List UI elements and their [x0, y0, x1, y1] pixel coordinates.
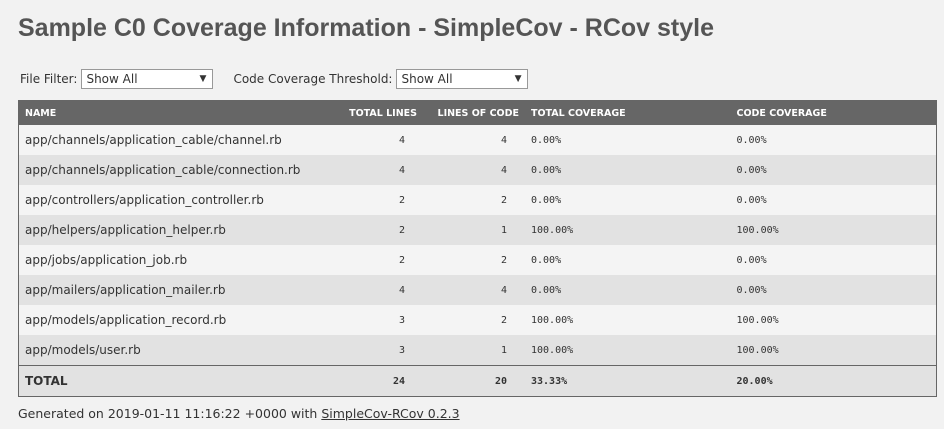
total-lines: 2 [321, 185, 423, 215]
lines-of-code: 4 [423, 275, 525, 305]
coverage-bar-cell [808, 215, 937, 245]
threshold-filter[interactable]: Show All ▼ [396, 69, 529, 89]
column-header: TOTAL LINES [321, 100, 423, 125]
total-lines: 4 [321, 155, 423, 185]
table-row: app/mailers/application_mailer.rb 4 4 0.00%… [18, 275, 937, 305]
coverage-percent: 0.00% [525, 125, 603, 155]
arrow: ▼ [514, 74, 522, 84]
table-row: app/helpers/application_helper.rb 2 1 100.0… [18, 215, 937, 245]
coverage-bar-cell [603, 365, 731, 397]
lines-of-code: 20 [423, 365, 525, 397]
lines-of-code: 2 [423, 245, 525, 275]
coverage-percent: 0.00% [730, 275, 809, 305]
coverage-percent: 100.00% [730, 335, 809, 366]
column-header: LINES OF CODE [423, 100, 525, 125]
coverage-percent: 0.00% [525, 185, 603, 215]
file-filter[interactable]: Show All ▼ [81, 69, 214, 89]
coverage-table: NAME TOTAL LINES LINES OF CODE TOTAL COVERA… [18, 100, 937, 397]
coverage-bar-cell [603, 275, 731, 305]
filters: File Filter: Show All ▼ Code Coverage Thr… [20, 69, 548, 89]
table-body: app/channels/application_cable/channel.r… [18, 125, 937, 397]
file-name: app/helpers/application_helper.rb [18, 215, 321, 245]
file-name: app/jobs/application_job.rb [18, 245, 321, 275]
table-row: app/channels/application_cable/channel.r… [18, 125, 937, 155]
arrow: ▼ [199, 74, 207, 84]
table-row: app/channels/application_cable/connectio… [18, 155, 937, 185]
column-header: TOTAL COVERAGE [525, 100, 731, 125]
column-header: NAME [18, 100, 321, 125]
coverage-bar-cell [808, 365, 937, 397]
column-header: CODE COVERAGE [730, 100, 937, 125]
coverage-bar-cell [603, 125, 731, 155]
coverage-bar-cell [808, 185, 937, 215]
lines-of-code: 2 [423, 305, 525, 335]
lines-of-code: 1 [423, 215, 525, 245]
footer-text: Generated on 2019-01-11 11:16:22 +0000 w… [18, 406, 318, 421]
coverage-percent: 0.00% [525, 155, 603, 185]
coverage-bar-cell [808, 275, 937, 305]
coverage-percent: 0.00% [730, 155, 809, 185]
coverage-bar-cell [808, 335, 937, 366]
file-name: app/mailers/application_mailer.rb [18, 275, 321, 305]
file-name: app/channels/application_cable/channel.r… [18, 125, 321, 155]
footer-link[interactable]: SimpleCov-RCov 0.2.3 [321, 406, 460, 421]
total-lines: 4 [321, 275, 423, 305]
coverage-bar-cell [808, 155, 937, 185]
coverage-percent: 33.33% [525, 365, 603, 397]
table-row: TOTAL 24 20 33.33% 20.00% [18, 365, 937, 397]
coverage-percent: 100.00% [525, 335, 603, 366]
coverage-percent: 100.00% [730, 215, 809, 245]
file-name: app/controllers/application_controller.r… [18, 185, 321, 215]
file-name: app/models/user.rb [18, 335, 321, 366]
total-lines: 2 [321, 215, 423, 245]
filter-label: File Filter: [20, 72, 78, 86]
lines-of-code: 1 [423, 335, 525, 366]
total-lines: 24 [321, 365, 423, 397]
coverage-percent: 20.00% [730, 365, 809, 397]
coverage-bar-cell [603, 245, 731, 275]
coverage-bar-cell [603, 185, 731, 215]
coverage-percent: 0.00% [730, 185, 809, 215]
coverage-percent: 100.00% [525, 305, 603, 335]
coverage-bar-cell [603, 215, 731, 245]
coverage-percent: 0.00% [730, 245, 809, 275]
total-lines: 4 [321, 125, 423, 155]
coverage-bar-cell [808, 245, 937, 275]
file-name: TOTAL [18, 365, 321, 397]
filter-label: Code Coverage Threshold: [233, 72, 393, 86]
coverage-bar-cell [808, 125, 937, 155]
file-name: app/models/application_record.rb [18, 305, 321, 335]
table-row: app/jobs/application_job.rb 2 2 0.00% 0.00% [18, 245, 937, 275]
coverage-bar-cell [603, 155, 731, 185]
total-lines: 3 [321, 335, 423, 366]
coverage-percent: 0.00% [525, 275, 603, 305]
lines-of-code: 4 [423, 155, 525, 185]
file-name: app/channels/application_cable/connectio… [18, 155, 321, 185]
lines-of-code: 2 [423, 185, 525, 215]
select-value: Show All [401, 72, 453, 86]
table-row: app/controllers/application_controller.r… [18, 185, 937, 215]
table-row: app/models/application_record.rb 3 2 100.00… [18, 305, 937, 335]
coverage-bar-cell [808, 305, 937, 335]
coverage-percent: 100.00% [525, 215, 603, 245]
total-lines: 3 [321, 305, 423, 335]
select-value: Show All [86, 72, 138, 86]
coverage-percent: 0.00% [730, 125, 809, 155]
footer: Generated on 2019-01-11 11:16:22 +0000 w… [18, 406, 460, 421]
header-row: NAME TOTAL LINES LINES OF CODE TOTAL COVERA… [18, 100, 937, 125]
coverage-percent: 0.00% [525, 245, 603, 275]
lines-of-code: 4 [423, 125, 525, 155]
coverage-bar-cell [603, 335, 731, 366]
total-lines: 2 [321, 245, 423, 275]
title: Sample C0 Coverage Information - SimpleC… [18, 14, 714, 42]
coverage-bar-cell [603, 305, 731, 335]
coverage-percent: 100.00% [730, 305, 809, 335]
table-row: app/models/user.rb 3 1 100.00% 100.00% [18, 335, 937, 366]
